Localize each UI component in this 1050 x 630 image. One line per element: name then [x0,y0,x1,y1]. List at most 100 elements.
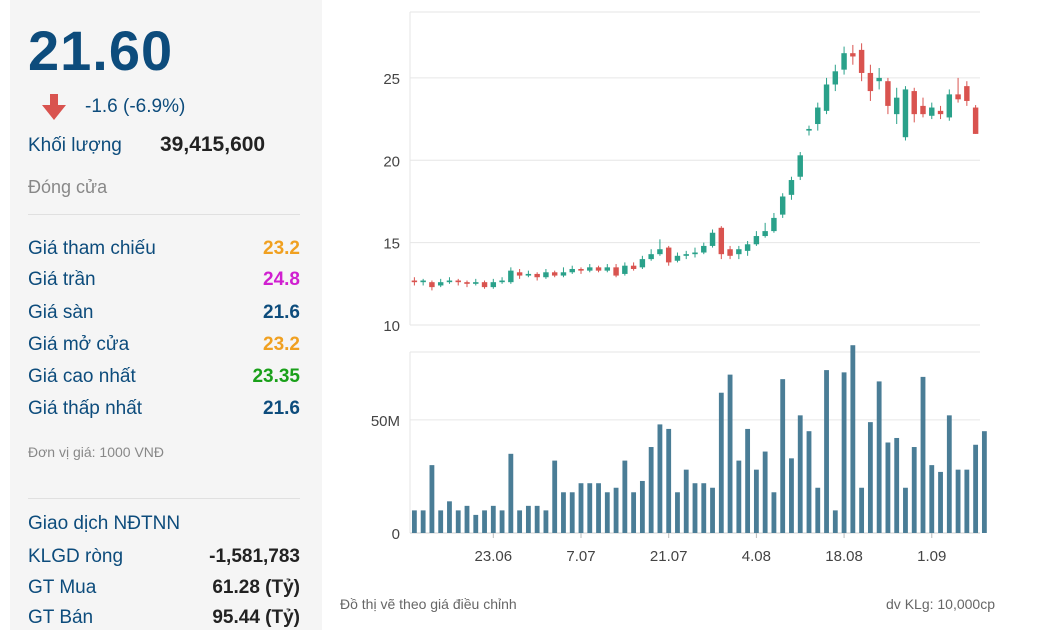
volume-bar [447,501,452,533]
volume-value: 39,415,600 [160,133,266,156]
candle-body [499,280,505,283]
volume-bar [955,469,961,533]
volume-label: Khối lượng [28,135,122,156]
foreign-row-label: GT Mua [28,577,97,598]
candle-body [420,280,426,283]
candle-body [736,249,742,255]
volume-bar [981,431,987,533]
volume-bar [797,415,803,533]
row-value-reference: 23.2 [263,238,300,259]
volume-bar [675,492,680,533]
stock-summary-panel: 21.60 -1.6 (-6.9%) Khối lượng 39,415,600… [10,0,322,630]
candle-body [779,196,786,215]
row-label-floor: Giá sàn [28,302,94,323]
volume-bar [429,465,435,533]
volume-bar [666,428,672,533]
candle-body [473,282,479,284]
volume-bar [517,510,523,533]
candle-body [516,272,523,276]
candle-body [429,282,435,288]
candle-body [955,94,961,100]
x-tick-label: 23.06 [475,548,513,565]
candle-body [972,107,979,134]
candle-body [639,259,646,268]
price-y-tick-label: 15 [383,236,400,253]
volume-bar [736,460,742,533]
volume-bar [762,451,768,533]
volume-bar [561,492,566,533]
candle-body [665,247,672,263]
volume-bar [473,514,479,533]
volume-bar [631,492,637,533]
candle-body [771,217,777,232]
row-label-high: Giá cao nhất [28,366,136,387]
candle-body [893,97,900,115]
candle-body [481,282,488,288]
candle-body [727,249,733,256]
chart-note-adjusted: Đồ thị vẽ theo giá điều chỉnh [340,596,517,612]
volume-bar [780,379,786,533]
volume-bar [832,510,838,533]
candle-body [701,245,707,253]
candle-body [911,91,917,115]
x-tick-label: 4.08 [742,548,771,565]
candle-body [543,272,549,278]
volume-bar [438,510,444,533]
candle-body [437,282,444,286]
volume-bar [622,460,628,533]
volume-bar [604,492,610,533]
candle-body [744,244,751,251]
candle-body [946,94,953,118]
volume-bar [587,483,593,533]
volume-bar [841,372,847,533]
candle-body [867,72,874,92]
volume-bar [727,374,733,533]
candle-body [692,252,698,255]
divider [28,498,300,499]
volume-bar [596,483,601,533]
volume-bar [903,487,908,533]
candle-body [613,267,619,276]
row-value-floor: 21.6 [263,302,300,323]
down-arrow-icon [42,94,66,120]
volume-bar [894,437,900,533]
candle-body [929,107,935,116]
candle-body [920,105,926,115]
volume-bar [920,376,926,533]
x-tick-label: 7.07 [566,548,595,565]
volume-bar [806,431,812,533]
volume-bar [683,469,689,533]
volume-bar [964,469,970,533]
chart-note-volume-unit: dv KLg: 10,000cp [886,596,995,612]
volume-bar [753,469,759,533]
volume-bar [482,510,487,533]
candle-body [455,280,461,283]
candle-body [762,231,768,237]
foreign-row-value: 61.28 (Tỷ) [212,577,300,598]
candle-body [902,89,909,138]
row-value-high: 23.35 [252,366,300,387]
candle-body [797,155,803,177]
volume-bar [911,447,917,533]
volume-bar [929,465,935,533]
volume-bar [789,458,794,533]
candle-body [604,267,611,271]
market-status: Đóng cửa [28,177,108,197]
x-tick-label: 21.07 [650,548,688,565]
volume-bar [525,505,531,533]
price-y-tick-label: 10 [383,318,400,335]
candle-body [595,267,602,271]
candle-body [587,267,593,271]
candle-body [648,254,654,260]
candle-body [411,280,418,283]
volume-bar [455,510,461,533]
volume-bar [613,487,619,533]
row-label-low: Giá thấp nhất [28,398,143,419]
volume-bar [938,471,943,533]
volume-bar [490,505,496,533]
candle-body [622,265,628,274]
candle-body [657,249,663,255]
price-y-tick-label: 25 [383,71,400,88]
volume-bar [639,480,645,533]
